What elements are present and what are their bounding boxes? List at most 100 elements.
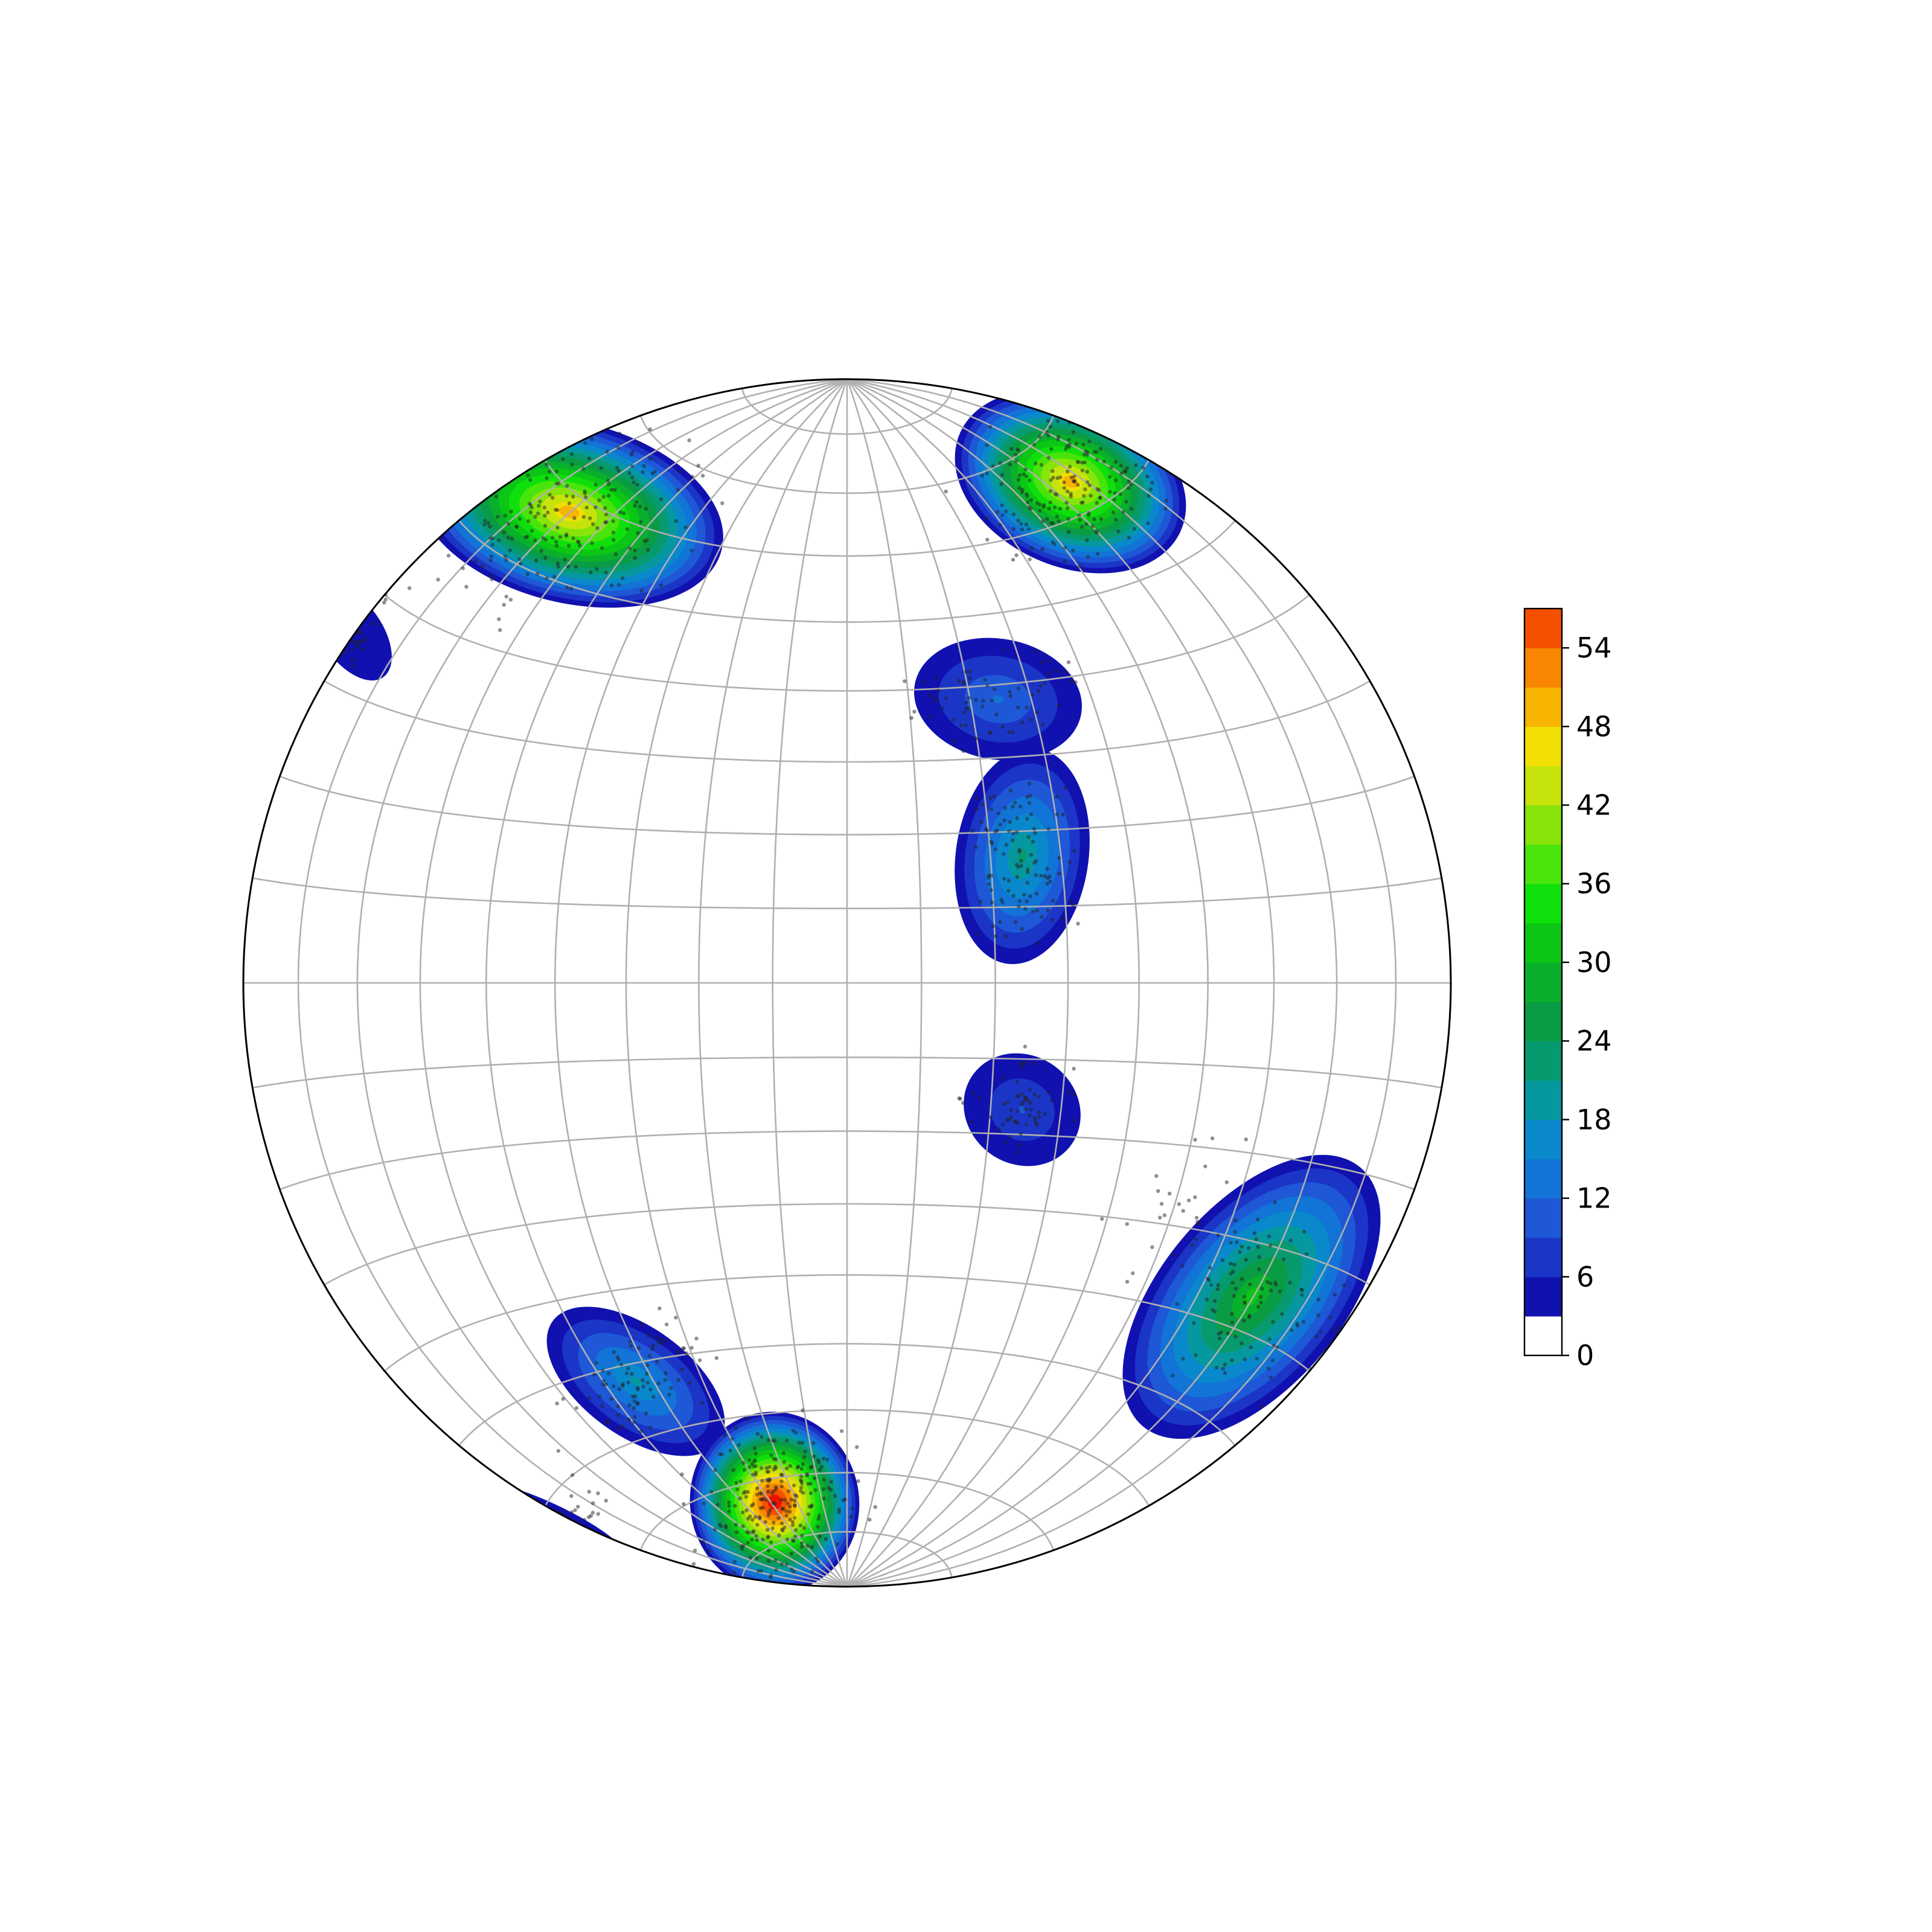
pole-point [1046, 659, 1051, 664]
pole-point [383, 597, 388, 602]
pole-point [581, 514, 586, 519]
pole-point [1057, 435, 1061, 439]
colorbar-tick-label: 30 [1576, 946, 1612, 979]
pole-point [1000, 503, 1004, 508]
pole-point [1006, 889, 1011, 893]
pole-point [609, 487, 614, 492]
pole-point [626, 1366, 630, 1371]
pole-point [635, 482, 639, 487]
pole-point [1259, 1404, 1264, 1409]
pole-point [1023, 1095, 1028, 1099]
pole-point [569, 1510, 574, 1514]
pole-point [569, 1494, 574, 1498]
pole-point [655, 1359, 659, 1364]
pole-point [962, 681, 966, 686]
pole-point [1024, 1122, 1029, 1127]
pole-point [994, 712, 999, 717]
pole-point [1018, 804, 1023, 808]
pole-point [1197, 1221, 1201, 1226]
pole-point [360, 647, 365, 652]
pole-point [606, 482, 611, 487]
pole-point [498, 628, 502, 632]
pole-point [1014, 452, 1018, 457]
pole-point [789, 1567, 794, 1572]
pole-point [639, 1322, 644, 1326]
pole-point [543, 556, 548, 560]
pole-point [497, 617, 501, 621]
pole-point [766, 1438, 771, 1442]
pole-point [800, 1481, 804, 1486]
colorbar-tick-label: 12 [1576, 1182, 1612, 1215]
pole-point [677, 469, 682, 474]
pole-point [1031, 1061, 1035, 1066]
pole-point [1095, 487, 1099, 491]
pole-point [684, 1351, 689, 1355]
pole-point [1029, 507, 1033, 511]
pole-point [1268, 1288, 1273, 1293]
pole-point [1073, 479, 1077, 483]
pole-point [639, 520, 643, 524]
pole-point [1052, 542, 1057, 546]
pole-point [497, 538, 501, 542]
pole-point [1008, 462, 1012, 467]
pole-point [1037, 1115, 1041, 1119]
pole-point [508, 548, 512, 552]
pole-point [755, 1556, 759, 1560]
pole-point [1029, 718, 1034, 722]
pole-point [616, 1404, 620, 1409]
pole-point [1181, 1209, 1185, 1213]
pole-point [1171, 1253, 1176, 1257]
pole-point [639, 1429, 643, 1433]
pole-point [779, 1562, 784, 1566]
pole-point [789, 1497, 793, 1502]
pole-point [755, 1523, 760, 1527]
pole-point [1005, 1100, 1009, 1104]
pole-point [1267, 1337, 1271, 1342]
pole-point [1017, 849, 1022, 854]
contour-level-12 [992, 695, 1004, 703]
pole-point [363, 637, 368, 642]
pole-point [546, 510, 550, 515]
density-cluster-west-edge [312, 584, 392, 681]
pole-point [1057, 703, 1061, 708]
pole-point [1082, 452, 1087, 457]
pole-point [629, 453, 634, 457]
pole-point [490, 577, 494, 581]
pole-point [998, 822, 1003, 827]
pole-point [813, 1488, 817, 1492]
pole-point [988, 796, 993, 800]
colorbar-tick-label: 18 [1576, 1103, 1612, 1136]
pole-point [481, 564, 485, 568]
colorbar-tick-label: 36 [1576, 868, 1612, 900]
pole-point [600, 1404, 604, 1409]
pole-point [781, 1528, 785, 1533]
pole-point [781, 1451, 786, 1455]
pole-point [1256, 1305, 1261, 1309]
pole-point [758, 1497, 763, 1502]
pole-point [1243, 1294, 1247, 1299]
pole-point [587, 1396, 591, 1400]
pole-point [957, 679, 961, 683]
pole-point [687, 438, 691, 443]
pole-point [1233, 1286, 1238, 1291]
pole-point [534, 558, 539, 563]
pole-point [626, 1380, 630, 1384]
colorbar-tick-label: 42 [1576, 789, 1612, 822]
pole-point [644, 507, 648, 511]
pole-point [750, 1518, 755, 1522]
pole-point [1154, 1174, 1159, 1179]
pole-point [494, 494, 499, 499]
pole-point [1066, 489, 1070, 494]
pole-point [1126, 486, 1131, 490]
pole-point [642, 464, 646, 469]
pole-point [985, 471, 989, 475]
pole-point [1002, 1102, 1006, 1106]
grid-parallel [458, 520, 1236, 623]
pole-point [537, 504, 541, 508]
pole-point [1090, 524, 1095, 529]
pole-point [612, 1350, 616, 1354]
pole-point [609, 1396, 613, 1401]
pole-point [1082, 494, 1086, 498]
pole-point [784, 1509, 788, 1513]
pole-point [773, 1558, 778, 1563]
